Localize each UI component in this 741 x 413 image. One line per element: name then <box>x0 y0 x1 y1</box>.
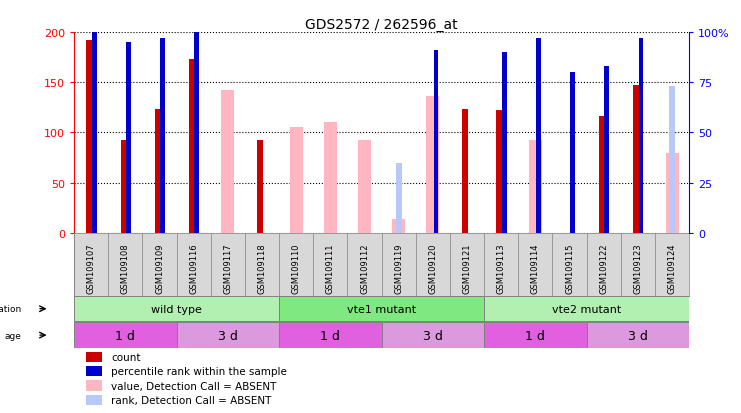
Text: 3 d: 3 d <box>423 329 443 342</box>
Bar <box>633 86 639 233</box>
Bar <box>396 163 402 233</box>
Bar <box>324 123 337 233</box>
Bar <box>222 91 234 233</box>
FancyBboxPatch shape <box>484 297 689 322</box>
Text: GSM109115: GSM109115 <box>565 243 574 293</box>
Text: GSM109111: GSM109111 <box>326 243 335 293</box>
Bar <box>87 394 102 405</box>
Text: GSM109120: GSM109120 <box>428 243 437 293</box>
Bar <box>639 39 643 233</box>
Text: GSM109109: GSM109109 <box>155 243 164 293</box>
Bar <box>87 366 102 377</box>
Text: GSM109118: GSM109118 <box>258 243 267 293</box>
Bar <box>392 219 405 233</box>
Text: GSM109117: GSM109117 <box>223 243 233 293</box>
Bar <box>87 352 102 363</box>
Text: 1 d: 1 d <box>116 329 136 342</box>
Bar <box>529 140 542 233</box>
FancyBboxPatch shape <box>74 297 279 322</box>
Text: wild type: wild type <box>151 304 202 314</box>
Text: GSM109122: GSM109122 <box>599 243 608 293</box>
Bar <box>462 110 468 233</box>
Bar <box>87 41 93 233</box>
Text: GSM109116: GSM109116 <box>189 243 198 293</box>
Bar <box>121 140 127 233</box>
Text: 3 d: 3 d <box>628 329 648 342</box>
Bar <box>194 27 199 233</box>
Bar <box>605 67 609 233</box>
Text: GSM109113: GSM109113 <box>496 243 505 293</box>
Bar <box>665 153 679 233</box>
Bar <box>426 97 439 233</box>
Text: GSM109123: GSM109123 <box>634 243 642 293</box>
Text: 1 d: 1 d <box>320 329 340 342</box>
Text: vte1 mutant: vte1 mutant <box>347 304 416 314</box>
Text: GSM109114: GSM109114 <box>531 243 540 293</box>
Text: GSM109110: GSM109110 <box>292 243 301 293</box>
FancyBboxPatch shape <box>74 323 176 348</box>
Bar <box>126 43 131 233</box>
Text: GSM109124: GSM109124 <box>668 243 677 293</box>
Bar <box>536 39 541 233</box>
FancyBboxPatch shape <box>176 323 279 348</box>
Text: 1 d: 1 d <box>525 329 545 342</box>
FancyBboxPatch shape <box>279 297 484 322</box>
Bar <box>502 53 507 233</box>
Text: rank, Detection Call = ABSENT: rank, Detection Call = ABSENT <box>111 395 271 405</box>
Title: GDS2572 / 262596_at: GDS2572 / 262596_at <box>305 18 458 32</box>
FancyBboxPatch shape <box>484 323 587 348</box>
Bar <box>155 110 161 233</box>
Text: count: count <box>111 352 141 363</box>
Bar <box>160 39 165 233</box>
Bar <box>433 51 439 233</box>
Text: percentile rank within the sample: percentile rank within the sample <box>111 366 287 377</box>
Text: value, Detection Call = ABSENT: value, Detection Call = ABSENT <box>111 381 276 391</box>
Text: GSM109119: GSM109119 <box>394 243 403 293</box>
FancyBboxPatch shape <box>382 323 484 348</box>
Bar <box>87 380 102 391</box>
Bar <box>669 87 675 233</box>
Bar <box>358 140 371 233</box>
Bar <box>290 128 302 233</box>
Text: GSM109112: GSM109112 <box>360 243 369 293</box>
Text: GSM109107: GSM109107 <box>87 243 96 293</box>
Text: GSM109121: GSM109121 <box>462 243 471 293</box>
FancyBboxPatch shape <box>587 323 689 348</box>
Bar <box>257 140 263 233</box>
Text: GSM109108: GSM109108 <box>121 243 130 293</box>
Text: age: age <box>5 331 21 340</box>
Bar <box>189 60 195 233</box>
Text: vte2 mutant: vte2 mutant <box>552 304 621 314</box>
Bar <box>92 7 96 233</box>
FancyBboxPatch shape <box>279 323 382 348</box>
Bar <box>571 73 575 233</box>
Text: 3 d: 3 d <box>218 329 238 342</box>
Bar <box>496 111 502 233</box>
Bar <box>599 117 605 233</box>
Text: genotype/variation: genotype/variation <box>0 304 21 313</box>
